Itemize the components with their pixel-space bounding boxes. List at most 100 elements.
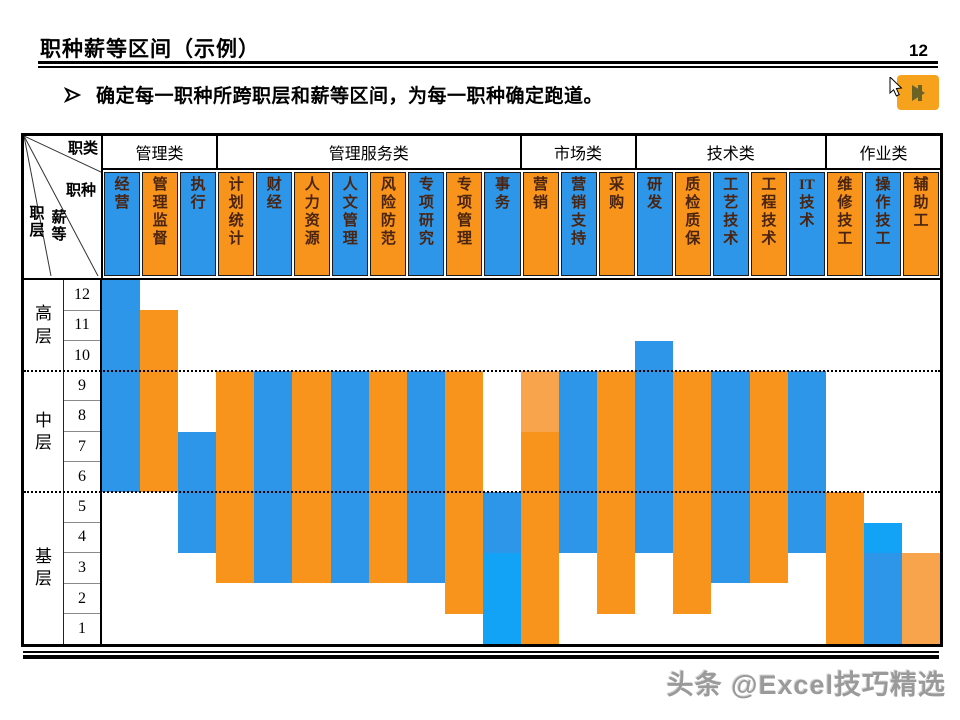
job-type-header: 营销支持: [560, 172, 597, 276]
job-type-cell: 质检质保: [674, 170, 712, 278]
salary-range-bar: [635, 340, 674, 553]
level-cell: 中层: [35, 410, 52, 452]
job-type-header: IT 技术: [788, 172, 825, 276]
job-type-cell: 经营: [103, 170, 141, 278]
corner-cell: 职类 职种 薪等 职层: [24, 136, 103, 278]
salary-range-bar: [482, 553, 521, 644]
job-type-header: 风险防范: [370, 172, 407, 276]
salary-range-bar: [673, 371, 712, 614]
grade-cell: 5: [64, 492, 100, 523]
job-type-cell: 管理监督: [141, 170, 179, 278]
corner-diagonal-lines: [24, 136, 101, 276]
job-type-header-row: 经营管理监督执行计划统计财经人力资源人文管理风险防范专项研究专项管理事务营销营销…: [103, 170, 940, 278]
job-type-cell: 计划统计: [217, 170, 255, 278]
salary-range-bar: [292, 371, 331, 584]
job-type-cell: 营销: [522, 170, 560, 278]
job-type-header: 专项研究: [408, 172, 445, 276]
salary-range-bar: [482, 492, 521, 553]
job-type-cell: 事务: [483, 170, 521, 278]
corner-label-salary-grade: 薪等: [51, 210, 67, 244]
title-divider-thick: [38, 61, 938, 64]
level-cell: 高层: [35, 304, 52, 346]
bullet-row: 确定每一职种所跨职层和薪等区间，为每一职种确定跑道。: [64, 81, 603, 108]
job-type-cell: 工程技术: [750, 170, 788, 278]
category-header: 市场类: [522, 136, 637, 168]
salary-range-bar: [254, 371, 293, 584]
job-type-header: 事务: [484, 172, 521, 276]
level-cell: 基层: [35, 547, 52, 589]
job-type-header: 人力资源: [294, 172, 331, 276]
category-header: 作业类: [859, 146, 908, 163]
grade-cell: 9: [64, 371, 100, 402]
grade-cell: 12: [64, 280, 100, 311]
bullet-text: 确定每一职种所跨职层和薪等区间，为每一职种确定跑道。: [96, 86, 604, 107]
corner-label-job-type: 职种: [65, 183, 96, 199]
grade-cell: 2: [64, 584, 100, 615]
job-type-cell: 采购: [598, 170, 636, 278]
job-type-header: 执行: [180, 172, 217, 276]
salary-range-bar: [863, 553, 902, 644]
salary-range-bar: [368, 371, 407, 584]
job-type-cell: 研发: [636, 170, 674, 278]
salary-range-bar: [140, 310, 179, 493]
job-type-header: 营销: [522, 172, 559, 276]
job-type-header: 管理监督: [142, 172, 179, 276]
salary-range-bar: [216, 371, 255, 584]
grade-cell: 11: [64, 311, 100, 342]
salary-range-bar: [901, 553, 940, 644]
grade-cell: 8: [64, 401, 100, 432]
job-type-header: 工艺技术: [712, 172, 749, 276]
page-title: 职种薪等区间（示例）: [40, 38, 260, 61]
job-type-cell: 辅助工: [902, 170, 940, 278]
job-type-cell: 执行: [179, 170, 217, 278]
job-type-header: 辅助工: [902, 172, 940, 276]
next-action-button[interactable]: [889, 75, 939, 110]
job-type-header: 研发: [636, 172, 673, 276]
job-type-header: 工程技术: [750, 172, 787, 276]
grade-cell: 6: [78, 468, 86, 486]
level-column: 高层中层基层: [24, 280, 64, 644]
footer-divider-thin: [23, 651, 939, 653]
job-type-cell: 风险防范: [369, 170, 407, 278]
category-header: 管理类: [103, 136, 219, 168]
salary-range-bar: [787, 371, 826, 553]
page-number: 12: [909, 41, 928, 60]
category-header: 管理服务类: [218, 136, 522, 168]
salary-range-bar: [749, 371, 788, 584]
grade-cell: 3: [64, 553, 100, 584]
play-stop-bar-icon: [917, 84, 922, 101]
job-type-header: 操作技工: [864, 172, 901, 276]
bullet-arrow-icon: [64, 86, 81, 103]
salary-range-bar: [406, 371, 445, 584]
job-type-header: 人文管理: [332, 172, 369, 276]
salary-range-bar: [330, 371, 369, 584]
footer-divider-thick: [23, 655, 939, 659]
salary-range-bar: [444, 371, 483, 614]
salary-range-bar: [178, 431, 217, 553]
job-type-header: 维修技工: [826, 172, 863, 276]
job-type-header: 财经: [256, 172, 293, 276]
mouse-cursor-icon: [889, 77, 903, 97]
grade-cell: 10: [74, 346, 90, 364]
job-type-cell: 人力资源: [293, 170, 331, 278]
job-type-header: 采购: [598, 172, 635, 276]
corner-label-job-category: 职类: [67, 141, 98, 157]
job-type-cell: 营销支持: [560, 170, 598, 278]
grade-column: 12 11 10 9 8 7 6 5 4 3 2 1: [64, 280, 102, 644]
job-type-header: 质检质保: [674, 172, 711, 276]
job-type-cell: 操作技工: [864, 170, 902, 278]
job-type-header: 专项管理: [446, 172, 483, 276]
corner-label-job-level: 职层: [29, 206, 45, 240]
grade-cell: 1: [78, 620, 86, 638]
category-header: 技术类: [637, 136, 827, 168]
salary-grade-table: 职类 职种 薪等 职层 管理类 管理服务类 市场类 技术类 作业类 经营管理监督执行计划…: [21, 133, 943, 647]
grade-cell: 4: [64, 523, 100, 554]
job-type-header: 计划统计: [218, 172, 255, 276]
job-type-cell: 专项研究: [407, 170, 445, 278]
salary-range-bar: [711, 371, 750, 584]
salary-range-bar: [559, 371, 598, 553]
job-type-header: 经营: [104, 172, 141, 276]
table-body: 高层中层基层 12 11 10 9 8 7 6 5 4 3 2 1: [24, 278, 940, 644]
job-type-cell: 维修技工: [826, 170, 864, 278]
job-type-cell: 专项管理: [445, 170, 483, 278]
